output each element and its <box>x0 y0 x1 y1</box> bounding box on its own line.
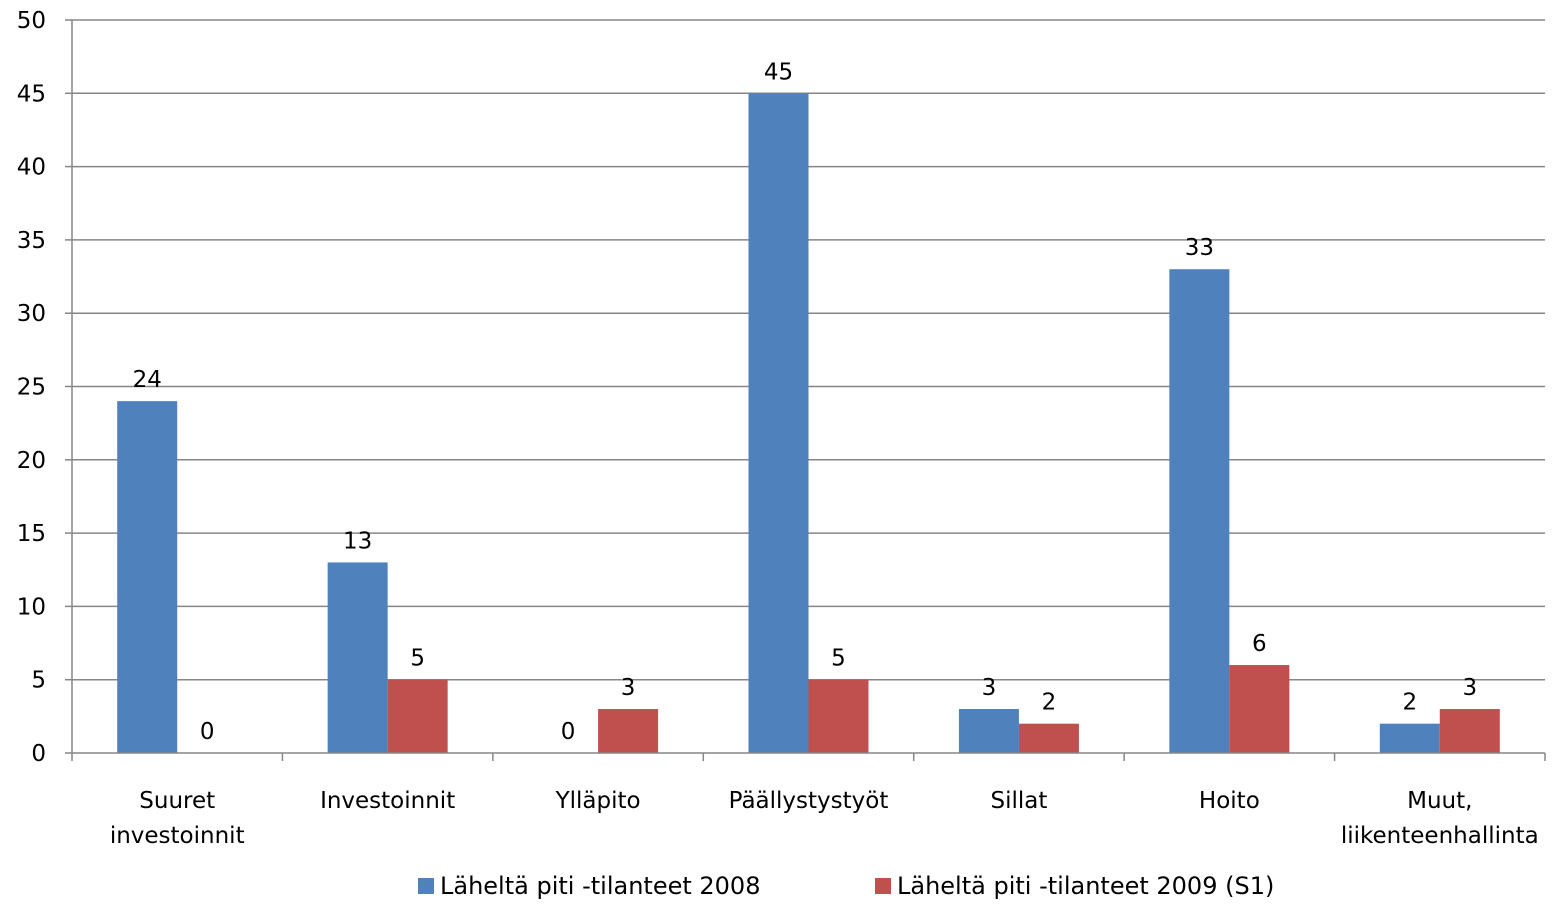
legend-label: Läheltä piti -tilanteet 2009 (S1) <box>897 872 1274 900</box>
y-tick-label: 0 <box>31 741 46 767</box>
category-label: Sillat <box>990 788 1047 814</box>
y-tick-label: 10 <box>17 594 46 620</box>
y-tick-label: 25 <box>17 375 46 401</box>
y-axis: 0 5 10 15 20 25 30 35 40 45 50 <box>17 8 73 767</box>
y-tick-label: 40 <box>17 155 46 181</box>
bar <box>598 709 659 753</box>
data-label: 2 <box>1402 690 1417 716</box>
bar <box>748 93 809 754</box>
y-tick-label: 45 <box>17 81 46 107</box>
bar <box>1169 269 1230 753</box>
data-label: 3 <box>621 675 636 701</box>
legend-swatch <box>875 878 891 894</box>
category-label: Investoinnit <box>320 788 455 814</box>
y-tick-label: 35 <box>17 228 46 254</box>
legend-swatch <box>418 878 434 894</box>
x-axis: Suuret investoinnit Investoinnit Ylläpito Pä… <box>71 752 1546 849</box>
data-label: 45 <box>764 59 793 85</box>
y-tick-label: 20 <box>17 448 46 474</box>
data-label: 3 <box>1462 675 1477 701</box>
bars: 24 0 13 5 0 3 45 5 3 2 33 6 2 3 <box>117 59 1500 754</box>
category-label: liikenteenhallinta <box>1341 823 1539 849</box>
y-tick-label: 30 <box>17 301 46 327</box>
category-label: Muut, <box>1407 788 1472 814</box>
bar <box>117 401 178 753</box>
category-label: Ylläpito <box>555 788 641 814</box>
bar <box>1018 723 1079 753</box>
data-label: 6 <box>1252 631 1267 657</box>
data-label: 5 <box>410 646 425 672</box>
bar <box>958 709 1019 753</box>
bar <box>387 679 448 753</box>
bar <box>1229 665 1290 753</box>
category-label: Suuret <box>139 788 215 814</box>
bar <box>327 562 388 753</box>
category-label: Hoito <box>1199 788 1260 814</box>
data-label: 3 <box>982 675 997 701</box>
bar <box>1379 723 1440 753</box>
y-tick-label: 5 <box>31 668 46 694</box>
legend: Läheltä piti -tilanteet 2008 Läheltä piti… <box>418 872 1274 900</box>
bar <box>808 679 869 753</box>
category-label: Päällystystyöt <box>729 788 889 814</box>
data-label: 24 <box>133 367 162 393</box>
y-tick-label: 15 <box>17 521 46 547</box>
bar <box>1439 709 1500 753</box>
y-tick-label: 50 <box>17 8 46 34</box>
data-label: 33 <box>1185 235 1214 261</box>
legend-label: Läheltä piti -tilanteet 2008 <box>440 872 760 900</box>
data-label: 2 <box>1042 690 1057 716</box>
data-label: 13 <box>343 528 372 554</box>
data-label: 0 <box>561 719 576 745</box>
data-label: 5 <box>831 646 846 672</box>
category-label: investoinnit <box>110 823 245 849</box>
data-label: 0 <box>200 719 215 745</box>
